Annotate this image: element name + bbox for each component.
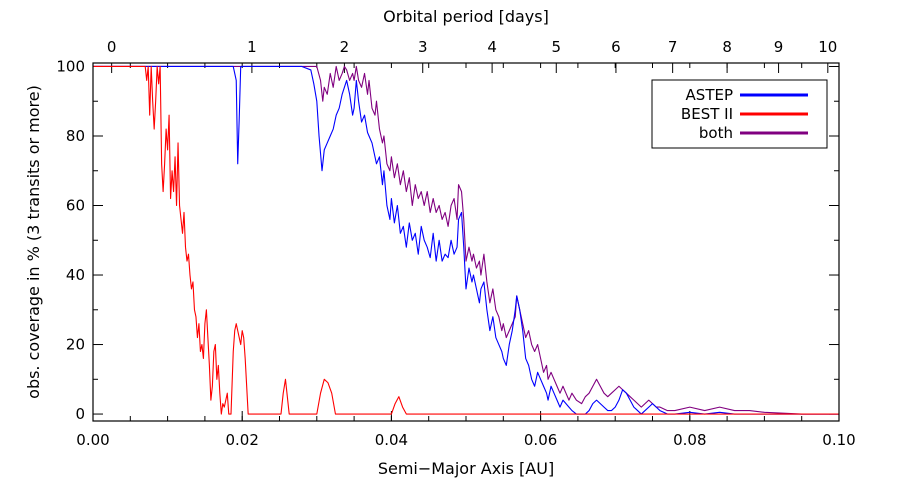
- series-line-both: [93, 65, 839, 415]
- x-tick-label: 0.02: [225, 431, 258, 449]
- y-tick-label: 100: [56, 57, 85, 75]
- x2-tick-label: 5: [551, 38, 561, 56]
- x-axis-title: Semi−Major Axis [AU]: [378, 459, 554, 478]
- y-tick-label: 80: [66, 127, 85, 145]
- legend-label-both: both: [699, 124, 733, 142]
- x-tick-label: 0.00: [76, 431, 109, 449]
- legend-label-astep: ASTEP: [686, 86, 733, 104]
- x2-tick-label: 3: [418, 38, 428, 56]
- x2-tick-label: 7: [668, 38, 678, 56]
- x2-tick-label: 1: [247, 38, 257, 56]
- x-tick-label: 0.10: [822, 431, 855, 449]
- series-lines: [93, 65, 839, 415]
- legend: ASTEP BEST II both: [651, 79, 828, 149]
- x2-tick-label: 2: [340, 38, 350, 56]
- x2-tick-label: 6: [611, 38, 621, 56]
- x2-tick-label: 9: [774, 38, 784, 56]
- y-tick-label: 0: [75, 405, 85, 423]
- plot-frame: [92, 62, 840, 422]
- y-tick-label: 20: [66, 336, 85, 354]
- x2-tick-label: 8: [722, 38, 732, 56]
- legend-label-best2: BEST II: [681, 105, 733, 123]
- y-axis-title: obs. coverage in % (3 transits or more): [24, 85, 43, 399]
- x2-tick-label: 10: [818, 38, 837, 56]
- x2-tick-label: 0: [107, 38, 117, 56]
- x-tick-label: 0.08: [673, 431, 706, 449]
- y-tick-label: 40: [66, 266, 85, 284]
- x-tick-label: 0.04: [375, 431, 408, 449]
- x2-tick-label: 4: [487, 38, 497, 56]
- series-line-best-ii: [93, 65, 839, 415]
- axis-ticks: 0.00 0.02 0.04 0.06 0.08 0.10 0 20 40 60 80 100 0 1 2 3…: [56, 38, 855, 449]
- series-line-astep: [93, 65, 839, 415]
- y-tick-label: 60: [66, 197, 85, 215]
- x2-axis-title: Orbital period [days]: [383, 7, 549, 26]
- x-tick-label: 0.06: [524, 431, 557, 449]
